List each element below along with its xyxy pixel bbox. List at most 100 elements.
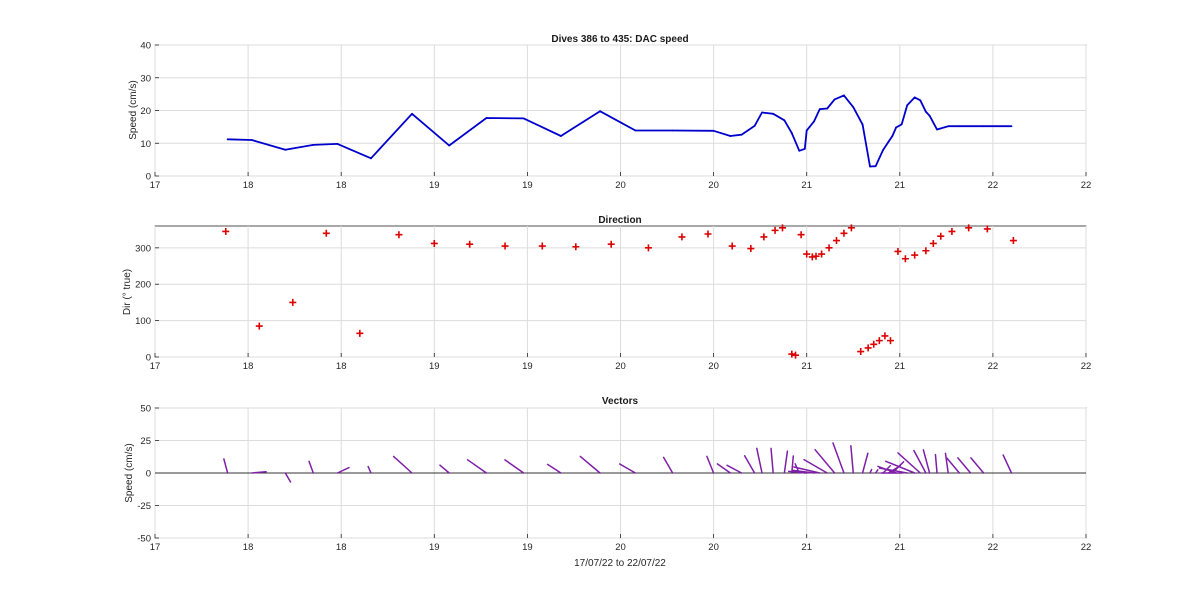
speed-data-point (634, 129, 637, 132)
vectors-chart-title: Vectors (602, 396, 639, 407)
speed-data-point (887, 140, 890, 143)
speed-data-point (671, 129, 674, 132)
x-tick-label: 21 (801, 361, 812, 372)
direction-marker (832, 237, 840, 245)
speed-data-point (805, 129, 808, 132)
direction-marker (797, 231, 805, 239)
x-tick-label: 20 (615, 361, 626, 372)
velocity-vector (803, 458, 828, 474)
x-tick-label: 20 (708, 361, 719, 372)
x-tick-label: 18 (243, 542, 254, 553)
speed-series-line (227, 94, 1012, 168)
y-tick-label: 100 (135, 316, 151, 327)
direction-marker (965, 224, 973, 232)
speed-data-point (958, 125, 961, 128)
x-tick-label: 22 (1081, 361, 1092, 372)
velocity-vector (706, 455, 715, 474)
speed-ticks: 17 18 18 19 19 20 20 21 21 22 22 0 10 20 30 40 (140, 41, 1091, 192)
velocity-vector (970, 457, 985, 474)
direction-marker (356, 329, 364, 337)
direction-marker (840, 229, 848, 237)
x-tick-label: 21 (895, 361, 906, 372)
direction-marker (792, 351, 800, 359)
x-tick-label: 17 (150, 542, 161, 553)
x-tick-label: 19 (429, 180, 440, 191)
direction-marker (501, 242, 509, 250)
direction-panel: 17 18 18 19 19 20 20 21 21 22 22 0 100 200 300 Directi… (122, 215, 1091, 372)
speed-data-point (891, 135, 894, 137)
y-tick-label: 0 (146, 172, 151, 183)
velocity-vector (945, 457, 961, 474)
velocity-vector (367, 465, 372, 474)
speed-data-point (861, 123, 864, 126)
x-tick-label: 22 (1081, 180, 1092, 191)
direction-marker (255, 322, 263, 330)
speed-data-point (906, 104, 909, 107)
x-tick-label: 20 (615, 542, 626, 553)
speed-data-point (370, 157, 372, 160)
speed-data-point (798, 149, 801, 152)
speed-data-point (712, 129, 715, 132)
speed-grid (154, 44, 1087, 177)
direction-marker (395, 231, 403, 239)
direction-marker (929, 239, 937, 247)
speed-data-point (761, 111, 763, 114)
x-tick-label: 22 (988, 180, 999, 191)
speed-data-point (560, 135, 562, 137)
direction-marker (812, 252, 820, 260)
direction-marker (870, 340, 878, 348)
speed-data-point (448, 144, 451, 147)
direction-marker (644, 244, 652, 252)
y-tick-label: 200 (135, 280, 151, 291)
speed-data-point (312, 143, 315, 146)
direction-marker (607, 240, 615, 248)
velocity-vector (874, 469, 879, 474)
vectors-marks (155, 442, 1086, 483)
y-tick-label: 40 (140, 41, 151, 52)
velocity-vector (957, 457, 972, 474)
velocity-vector (922, 449, 931, 474)
direction-marker (538, 242, 546, 250)
velocity-vector (944, 452, 949, 474)
x-tick-label: 22 (988, 542, 999, 553)
velocity-vector (787, 470, 808, 474)
velocity-vector (251, 471, 267, 474)
speed-data-point (599, 110, 601, 113)
velocity-vector (284, 472, 292, 483)
y-tick-label: 50 (140, 404, 151, 415)
speed-data-point (284, 148, 287, 151)
x-tick-label: 17 (150, 180, 161, 191)
velocity-vector (223, 458, 229, 474)
speed-data-point (928, 114, 931, 117)
x-tick-label: 21 (895, 180, 906, 191)
velocity-vector (504, 459, 525, 474)
velocity-vector (743, 455, 756, 474)
speed-data-point (336, 143, 339, 145)
speed-data-point (947, 125, 950, 128)
x-tick-label: 18 (243, 361, 254, 372)
direction-marker (886, 337, 894, 345)
x-tick-label: 19 (522, 542, 533, 553)
velocity-vector (716, 463, 732, 474)
x-tick-label: 21 (801, 180, 812, 191)
velocity-vector (878, 467, 908, 474)
direction-marker (289, 298, 297, 306)
direction-marker (911, 251, 919, 259)
speed-data-point (924, 110, 927, 113)
speed-data-point (226, 138, 229, 141)
velocity-vector (546, 463, 562, 474)
speed-data-point (411, 112, 413, 115)
direction-marker (881, 332, 889, 340)
velocity-vector (897, 452, 922, 474)
x-tick-label: 21 (895, 542, 906, 553)
y-tick-label: 300 (135, 243, 151, 254)
velocity-vector (814, 448, 836, 474)
direction-marker (803, 250, 811, 258)
speed-data-point (895, 126, 897, 129)
y-tick-label: 0 (146, 353, 151, 364)
direction-marker (771, 226, 779, 234)
speed-data-point (869, 165, 871, 168)
y-tick-label: 0 (146, 469, 151, 480)
velocity-vector (913, 449, 927, 474)
direction-marker (937, 232, 945, 240)
